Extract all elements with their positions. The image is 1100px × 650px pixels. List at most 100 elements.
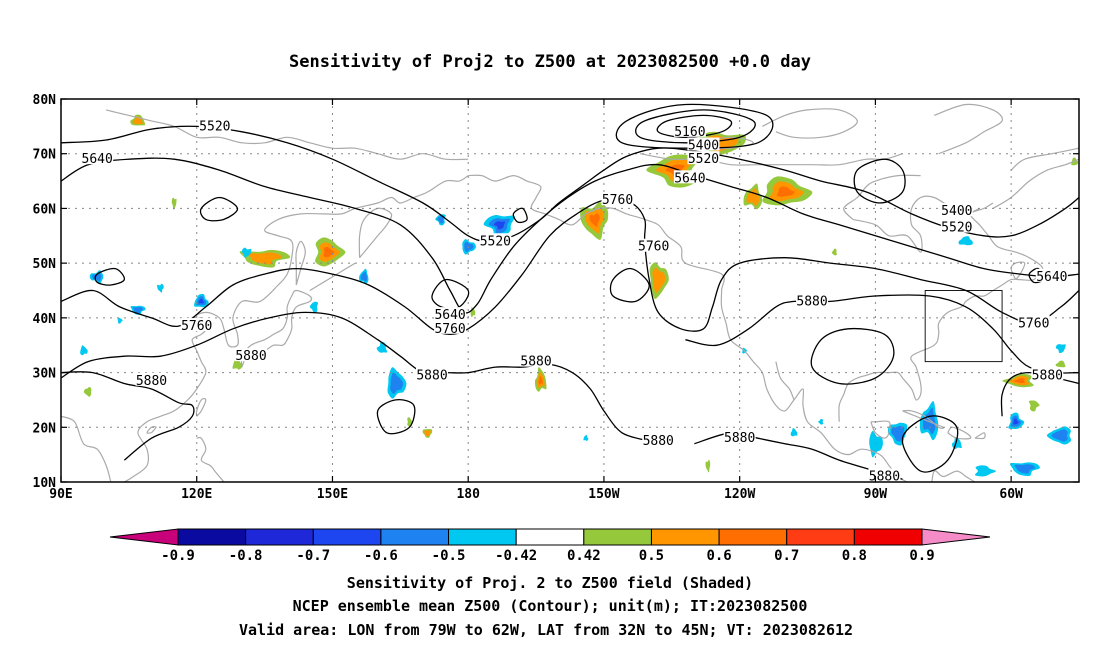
- colorbar-label: 0.8: [842, 548, 867, 564]
- sensitivity-level-0p5: [83, 386, 92, 397]
- sensitivity-patch: [1055, 344, 1066, 354]
- sensitivity-level-0p5: [232, 357, 243, 370]
- sensitivity-level-0p6: [424, 430, 431, 437]
- contour-label: 5880: [520, 353, 553, 370]
- contour-label: 5400: [940, 203, 973, 219]
- colorbar-swatch: [853, 528, 923, 546]
- contour-label: 5640: [434, 307, 467, 323]
- sensitivity-level-0p6: [746, 188, 760, 206]
- contour-label: 5880: [235, 348, 268, 364]
- contour-label-bg: [416, 367, 449, 381]
- sensitivity-level--0p6: [494, 221, 506, 230]
- sensitivity-patch: [483, 214, 515, 238]
- sensitivity-level-0p7: [776, 186, 795, 197]
- z500-contour-line: [61, 125, 1079, 242]
- contour-label-bg: [642, 432, 675, 446]
- lat-tick-label: 40N: [33, 312, 57, 327]
- coastline-segment: [468, 174, 908, 482]
- colorbar-swatch: [312, 528, 382, 546]
- z500-contour-line: [685, 294, 1079, 374]
- contour-label-bg: [135, 372, 168, 386]
- contour-label-text: 5760: [181, 319, 212, 334]
- sensitivity-patch: [583, 434, 589, 441]
- sensitivity-level-0p7: [589, 213, 600, 227]
- contour-label: 5760: [180, 318, 213, 334]
- sensitivity-patch: [376, 341, 388, 353]
- sensitivity-level--0p42: [974, 465, 997, 477]
- colorbar-swatch: [245, 528, 314, 546]
- contour-label-text: 5520: [480, 234, 511, 249]
- coastline-segment: [1010, 261, 1026, 280]
- sensitivity-patch: [869, 430, 883, 458]
- lon-tick-label: 150W: [588, 487, 619, 502]
- coastline-segment: [843, 174, 921, 220]
- sensitivity-level-0p7: [538, 375, 543, 385]
- colorbar-swatch: [515, 528, 585, 546]
- contour-label-text: 5640: [82, 152, 113, 167]
- coastline-segment: [992, 158, 1079, 209]
- contour-label-bg: [637, 238, 670, 252]
- coastline-segment: [762, 108, 858, 139]
- sensitivity-level--0p6: [198, 298, 204, 304]
- colorbar-arrow-right: [921, 528, 991, 546]
- sensitivity-level--0p42: [309, 301, 319, 313]
- caption-line-1: Sensitivity of Proj. 2 to Z500 field (Sh…: [347, 574, 753, 592]
- contour-label-bg: [868, 468, 901, 482]
- contour-label-text: 5760: [638, 240, 669, 255]
- coastline-segment: [907, 470, 976, 482]
- contour-label: 5880: [135, 372, 168, 389]
- contour-label: 5160: [673, 123, 706, 140]
- sensitivity-patch: [919, 401, 939, 441]
- colorbar-label: -0.6: [364, 548, 398, 564]
- sensitivity-level--0p42: [790, 428, 798, 437]
- contour-label-bg: [673, 170, 706, 184]
- sensitivity-patch: [743, 183, 763, 210]
- sensitivity-patch: [239, 249, 291, 268]
- contour-label: 5880: [1031, 367, 1064, 383]
- contour-label-bg: [520, 353, 553, 367]
- contour-label-text: 5640: [434, 308, 465, 323]
- sensitivity-level--0p42: [818, 418, 824, 425]
- sensitivity-patch: [157, 283, 164, 293]
- contour-label-bg: [198, 118, 231, 132]
- z500-contour-line: [615, 103, 774, 149]
- contour-label-text: 5640: [674, 171, 705, 186]
- z500-contour-line: [656, 114, 733, 138]
- coastline-segment: [694, 136, 754, 150]
- sensitivity-patch: [831, 248, 837, 256]
- contour-label-bg: [81, 151, 114, 165]
- colorbar-swatch: [583, 528, 652, 546]
- colorbar-label: -0.8: [229, 548, 263, 564]
- coastline-segment: [146, 426, 157, 434]
- sensitivity-level--0p42: [80, 345, 88, 356]
- contour-label-text: 5760: [602, 193, 633, 208]
- colorbar-swatch: [448, 528, 517, 546]
- sensitivity-patch: [309, 301, 319, 313]
- sensitivity-patch: [171, 197, 177, 210]
- sensitivity-level-0p7: [1013, 378, 1026, 384]
- coastline-segment: [775, 361, 795, 401]
- contour-label-bg: [235, 348, 268, 362]
- contour-label: 5880: [796, 293, 829, 309]
- sensitivity-patch: [705, 459, 711, 473]
- colorbar-label: 0.42: [567, 548, 601, 564]
- contour-label: 5640: [81, 151, 114, 167]
- contour-label-text: 5880: [724, 431, 755, 446]
- sensitivity-patch: [407, 417, 413, 427]
- sensitivity-level--0p5: [132, 307, 144, 314]
- contour-label: 5640: [1035, 268, 1068, 285]
- lat-tick-label: 20N: [33, 421, 57, 436]
- sensitivity-level--0p5: [1014, 464, 1036, 474]
- sensitivity-level--0p5: [891, 425, 905, 442]
- lon-tick-label: 120W: [724, 487, 755, 502]
- coastline-segment: [124, 175, 469, 482]
- contour-label: 5520: [687, 151, 720, 167]
- lat-tick-label: 60N: [33, 202, 57, 217]
- contour-label: 5640: [673, 170, 706, 186]
- sensitivity-patch: [1055, 360, 1066, 368]
- contour-label-bg: [673, 123, 706, 137]
- contour-label-bg: [687, 137, 720, 151]
